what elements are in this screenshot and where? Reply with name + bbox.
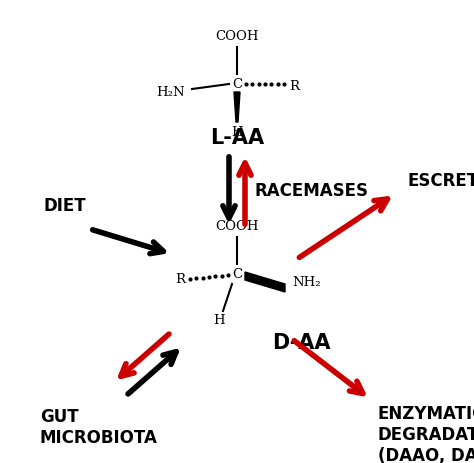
Text: GUT
MICROBIOTA: GUT MICROBIOTA [40,407,158,446]
Text: L-AA: L-AA [210,128,264,148]
Text: D-AA: D-AA [272,332,330,352]
Text: H: H [231,126,243,139]
Text: COOH: COOH [215,220,259,233]
Text: DIET: DIET [44,197,86,214]
Text: R: R [289,80,299,94]
Text: C: C [232,268,242,281]
Polygon shape [245,272,285,292]
Text: RACEMASES: RACEMASES [255,181,369,200]
Polygon shape [234,93,240,123]
Text: H₂N: H₂N [156,86,185,99]
Text: ENZYMATIC
DEGRADATION
(DAAO, DASPO): ENZYMATIC DEGRADATION (DAAO, DASPO) [378,404,474,463]
Text: ESCRETION: ESCRETION [408,172,474,189]
Text: H: H [213,314,225,327]
Text: R: R [175,273,185,286]
Text: NH₂: NH₂ [292,276,320,289]
Text: C: C [232,78,242,91]
Text: COOH: COOH [215,31,259,44]
